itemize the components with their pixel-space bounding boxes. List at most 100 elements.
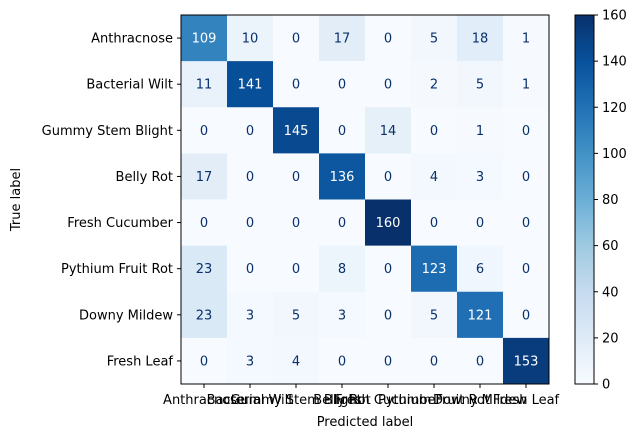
- heatmap-cell: [365, 337, 412, 385]
- heatmap-cell: [503, 153, 550, 200]
- cell-value: 0: [384, 262, 392, 277]
- cell-value: 121: [468, 308, 493, 323]
- heatmap-cell: [319, 61, 366, 108]
- cell-value: 0: [384, 78, 392, 93]
- cell-value: 0: [430, 124, 438, 139]
- heatmap-cell: [411, 245, 458, 293]
- cell-value: 0: [246, 262, 254, 277]
- cell-value: 5: [430, 32, 438, 47]
- heatmap-cell: [503, 15, 550, 62]
- cell-value: 0: [292, 262, 300, 277]
- heatmap-cell: [457, 107, 504, 154]
- cell-value: 3: [246, 308, 254, 323]
- cell-value: 1: [522, 78, 530, 93]
- heatmap-cell: [227, 61, 274, 108]
- heatmap-cell: [227, 153, 274, 200]
- y-axis-label: True label: [9, 168, 24, 232]
- heatmap-cell: [411, 199, 458, 247]
- cell-value: 4: [430, 170, 438, 185]
- heatmap-cell: [181, 337, 228, 385]
- cell-value: 4: [292, 354, 300, 369]
- y-tick-label: Belly Rot: [116, 170, 173, 185]
- y-tick-label: Pythium Fruit Rot: [61, 262, 173, 277]
- heatmap-cell: [503, 199, 550, 247]
- heatmap-cell: [273, 61, 320, 108]
- cell-value: 0: [338, 216, 346, 231]
- colorbar-tick-label: 0: [602, 378, 610, 393]
- heatmap-cell: [457, 61, 504, 108]
- y-tick-label: Gummy Stem Blight: [42, 124, 173, 139]
- heatmap-cell: [411, 15, 458, 62]
- cell-value: 0: [292, 170, 300, 185]
- cell-value: 17: [334, 32, 351, 47]
- heatmap-cell: [457, 245, 504, 293]
- heatmap-cell: [457, 337, 504, 385]
- heatmap-cell: [411, 153, 458, 200]
- cell-value: 23: [196, 308, 213, 323]
- cell-value: 0: [522, 262, 530, 277]
- cell-value: 5: [292, 308, 300, 323]
- x-tick-label: Fresh Cucumber: [335, 393, 441, 408]
- heatmap-cell: [365, 199, 412, 247]
- heatmap-cell: [319, 15, 366, 62]
- cell-value: 1: [522, 32, 530, 47]
- heatmap-cell: [273, 199, 320, 247]
- cell-value: 0: [430, 216, 438, 231]
- y-tick-label: Fresh Cucumber: [67, 216, 173, 231]
- cell-value: 0: [338, 354, 346, 369]
- y-tick-label: Bacterial Wilt: [86, 78, 173, 93]
- cell-value: 1: [476, 124, 484, 139]
- colorbar-tick-label: 120: [602, 101, 627, 116]
- colorbar-tick-label: 20: [602, 331, 619, 346]
- colorbar-tick-label: 140: [602, 55, 627, 70]
- heatmap-cell: [503, 245, 550, 293]
- heatmap-cell: [411, 61, 458, 108]
- heatmap-cell: [273, 107, 320, 154]
- heatmap-cell: [181, 107, 228, 154]
- x-tick-label: Anthracnose: [163, 393, 245, 408]
- heatmap-cell: [273, 291, 320, 339]
- cell-value: 141: [238, 78, 263, 93]
- cell-value: 0: [292, 78, 300, 93]
- cell-value: 5: [476, 78, 484, 93]
- cell-value: 18: [472, 32, 489, 47]
- cell-value: 6: [476, 262, 484, 277]
- cell-value: 23: [196, 262, 213, 277]
- cell-value: 0: [246, 170, 254, 185]
- cell-value: 10: [242, 32, 259, 47]
- x-tick-label: Fresh Leaf: [493, 393, 560, 408]
- heatmap-cell: [365, 291, 412, 339]
- cell-value: 0: [200, 216, 208, 231]
- heatmap-cell: [273, 153, 320, 200]
- x-tick-label: Downy Mildew: [433, 393, 527, 408]
- heatmap-cell: [181, 153, 228, 200]
- cell-value: 14: [380, 124, 397, 139]
- heatmap-cell: [273, 15, 320, 62]
- cell-value: 0: [246, 216, 254, 231]
- heatmap-cell: [227, 15, 274, 62]
- heatmap-cell: [365, 107, 412, 154]
- y-tick-label: Fresh Leaf: [107, 354, 174, 369]
- cell-value: 0: [292, 216, 300, 231]
- heatmap-cell: [365, 153, 412, 200]
- plot-frame: [180, 14, 550, 385]
- x-tick-label: Pythium Fruit Rot: [378, 393, 490, 408]
- cell-value: 0: [200, 354, 208, 369]
- heatmap-cell: [457, 153, 504, 200]
- colorbar-ticks: 0 20 40 60 80 100 120 140 160: [594, 9, 627, 393]
- heatmap-cell: [503, 107, 550, 154]
- heatmap-cell: [319, 291, 366, 339]
- cell-value: 0: [200, 124, 208, 139]
- cell-value: 0: [522, 170, 530, 185]
- heatmap-cell: [503, 61, 550, 108]
- cell-value: 17: [196, 170, 213, 185]
- heatmap-cell: [411, 337, 458, 385]
- cell-value: 0: [338, 124, 346, 139]
- cell-value: 0: [430, 354, 438, 369]
- x-tick-label: Belly Rot: [313, 393, 370, 408]
- heatmap-cells: [181, 15, 550, 385]
- cell-value: 0: [384, 308, 392, 323]
- heatmap-cell: [273, 245, 320, 293]
